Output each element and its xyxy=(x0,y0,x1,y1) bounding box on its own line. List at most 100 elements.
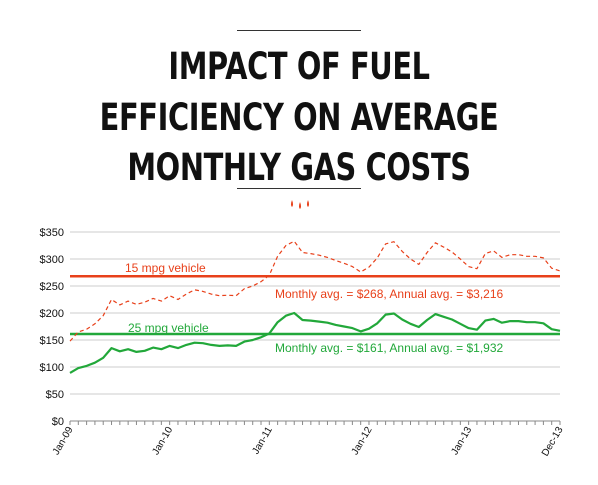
y-tick-label: $200 xyxy=(40,308,64,320)
data-point xyxy=(260,281,261,282)
data-point xyxy=(219,345,220,346)
data-point xyxy=(410,258,411,259)
data-point xyxy=(161,349,162,350)
y-tick-label: $50 xyxy=(46,389,64,401)
data-point xyxy=(169,295,170,296)
y-tick-label: $100 xyxy=(40,362,64,374)
data-point xyxy=(94,362,95,363)
data-point xyxy=(493,250,494,251)
top-rule xyxy=(237,30,361,31)
data-point xyxy=(285,245,286,246)
average-line-label: 25 mpg vehicle xyxy=(128,321,209,335)
data-point xyxy=(128,349,129,350)
three-drops-icon xyxy=(291,200,309,209)
data-point xyxy=(177,299,178,300)
data-point xyxy=(310,320,311,321)
data-point xyxy=(294,312,295,313)
data-point xyxy=(435,313,436,314)
data-point xyxy=(103,357,104,358)
data-point xyxy=(510,254,511,255)
data-point xyxy=(202,291,203,292)
x-tick-label: Dec-13 xyxy=(540,425,566,459)
data-point xyxy=(476,329,477,330)
data-point xyxy=(435,242,436,243)
data-point xyxy=(302,319,303,320)
data-point xyxy=(144,302,145,303)
data-point xyxy=(451,251,452,252)
data-point xyxy=(518,321,519,322)
data-point xyxy=(136,304,137,305)
data-point xyxy=(177,348,178,349)
data-point xyxy=(393,241,394,242)
data-point xyxy=(534,322,535,323)
x-tick-label: Jan-10 xyxy=(150,425,175,457)
data-point xyxy=(360,271,361,272)
data-point xyxy=(410,323,411,324)
data-point xyxy=(526,256,527,257)
y-tick-label: $300 xyxy=(40,254,64,266)
data-point xyxy=(219,295,220,296)
data-point xyxy=(169,345,170,346)
data-point xyxy=(194,289,195,290)
data-point xyxy=(252,339,253,340)
data-point xyxy=(94,323,95,324)
data-point xyxy=(352,266,353,267)
data-point xyxy=(526,322,527,323)
data-point xyxy=(119,351,120,352)
data-point xyxy=(443,247,444,248)
data-point xyxy=(194,342,195,343)
data-point xyxy=(368,267,369,268)
data-point xyxy=(152,347,153,348)
data-point xyxy=(343,263,344,264)
data-point xyxy=(86,365,87,366)
data-point xyxy=(551,329,552,330)
data-point xyxy=(310,253,311,254)
data-point xyxy=(501,257,502,258)
y-tick-label: $0 xyxy=(52,416,64,428)
x-tick-label: Jan-11 xyxy=(250,425,275,457)
data-point xyxy=(485,253,486,254)
data-point xyxy=(335,260,336,261)
data-point xyxy=(69,372,70,373)
data-point xyxy=(236,295,237,296)
data-point xyxy=(69,340,70,341)
y-tick-label: $150 xyxy=(40,335,64,347)
data-point xyxy=(78,331,79,332)
data-point xyxy=(78,367,79,368)
data-point xyxy=(468,266,469,267)
data-point xyxy=(161,301,162,302)
fuel-cost-chart: $0 $50 $100 $150 $200 $250 $300 $350 Jan-09 Jan-1… xyxy=(40,227,566,459)
data-point xyxy=(460,258,461,259)
y-tick-label: $250 xyxy=(40,281,64,293)
data-point xyxy=(277,322,278,323)
data-point xyxy=(227,345,228,346)
data-point xyxy=(335,324,336,325)
data-point xyxy=(377,257,378,258)
data-point xyxy=(202,343,203,344)
data-point xyxy=(211,294,212,295)
data-point xyxy=(501,322,502,323)
data-point xyxy=(319,321,320,322)
data-point xyxy=(559,330,560,331)
data-point xyxy=(385,314,386,315)
data-point xyxy=(327,322,328,323)
data-point xyxy=(327,257,328,258)
data-point xyxy=(360,331,361,332)
data-point xyxy=(111,348,112,349)
data-point xyxy=(402,319,403,320)
data-point xyxy=(352,328,353,329)
data-point xyxy=(302,252,303,253)
data-point xyxy=(86,329,87,330)
data-point xyxy=(144,350,145,351)
x-tick-label: Jan-09 xyxy=(51,425,76,457)
data-point xyxy=(368,328,369,329)
x-tick-label: Jan-13 xyxy=(449,425,474,457)
y-tick-label: $350 xyxy=(40,227,64,239)
data-point xyxy=(244,341,245,342)
data-point xyxy=(186,294,187,295)
data-point xyxy=(119,304,120,305)
data-point xyxy=(493,318,494,319)
data-point xyxy=(427,319,428,320)
data-point xyxy=(559,270,560,271)
series-line xyxy=(69,311,561,374)
